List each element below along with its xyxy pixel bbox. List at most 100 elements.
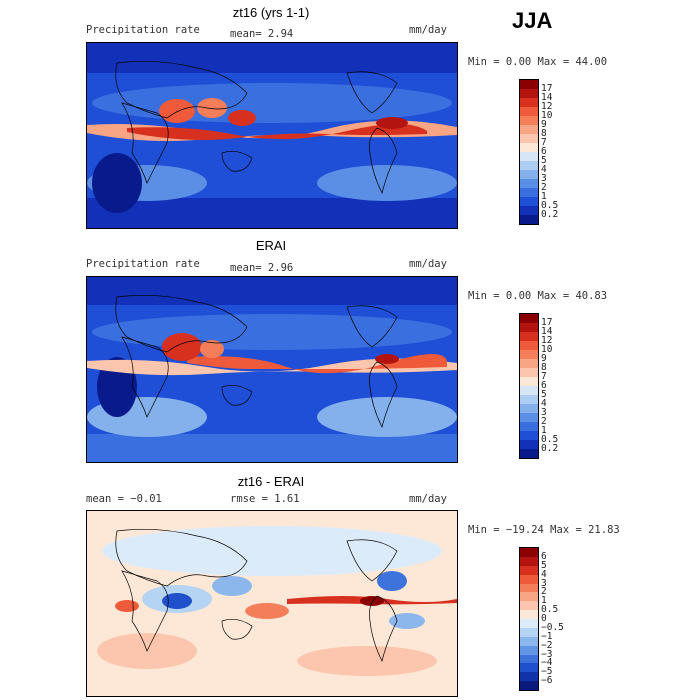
panel-1-minmax: Min = 0.00 Max = 44.00 [468, 56, 608, 68]
colorbar-swatch [520, 601, 538, 611]
colorbar-swatch [520, 645, 538, 655]
colorbar-swatch [520, 610, 538, 619]
colorbar-swatch [520, 161, 538, 170]
colorbar-swatch [520, 134, 538, 143]
colorbar-tick-label: 4 [541, 164, 547, 175]
colorbar-tick-label: 12 [541, 101, 553, 112]
colorbar-swatch [520, 116, 538, 125]
colorbar-swatch [520, 323, 538, 332]
colorbar-tick-label: −1 [541, 630, 553, 642]
colorbar-swatch [520, 152, 538, 161]
colorbar-swatch [520, 80, 538, 89]
colorbar-swatch [520, 583, 538, 593]
panel-3-colorbar [519, 547, 539, 691]
colorbar-swatch [520, 440, 538, 449]
panel-1-colorbar [519, 79, 539, 225]
colorbar-tick-label: 7 [541, 371, 547, 382]
panel-2-units: mm/day [409, 258, 447, 270]
colorbar-tick-label: 3 [541, 407, 547, 418]
season-label: JJA [512, 8, 553, 33]
panel-1-map [86, 42, 458, 229]
colorbar-swatch [520, 619, 538, 628]
colorbar-tick-label: −0.5 [541, 621, 564, 633]
panel-2-mean: mean= 2.96 [230, 262, 294, 274]
colorbar-tick-label: 1 [541, 425, 547, 436]
panel-1-title: zt16 (yrs 1-1) [232, 5, 310, 20]
colorbar-tick-label: 4 [541, 398, 547, 409]
panel-3-rmse: rmse = 1.61 [230, 493, 300, 505]
colorbar-tick-label: 10 [541, 110, 553, 121]
colorbar-swatch [520, 98, 538, 107]
colorbar-swatch [520, 341, 538, 350]
colorbar-tick-label: 0.5 [541, 200, 559, 211]
panel-3-mean: mean = −0.01 [86, 493, 162, 505]
colorbar-swatch [520, 350, 538, 359]
colorbar-tick-label: 0.2 [541, 443, 559, 454]
panel-3-map [86, 510, 458, 697]
colorbar-tick-label: 0 [541, 613, 547, 624]
colorbar-swatch [520, 627, 538, 637]
colorbar-tick-label: 7 [541, 137, 547, 148]
colorbar-swatch [520, 654, 538, 664]
colorbar-swatch [520, 197, 538, 206]
colorbar-swatch [520, 386, 538, 395]
colorbar-tick-label: 8 [541, 362, 547, 373]
colorbar-tick-label: −4 [541, 657, 553, 669]
colorbar-swatch [520, 672, 538, 682]
colorbar-swatch [520, 431, 538, 440]
panel-1-variable-label: Precipitation rate [86, 24, 200, 36]
colorbar-tick-label: 12 [541, 335, 553, 346]
colorbar-tick-label: 14 [541, 326, 553, 337]
panel-3-title: zt16 - ERAI [237, 474, 305, 489]
colorbar-tick-label: 1 [541, 191, 547, 202]
colorbar-tick-label: 2 [541, 416, 547, 427]
panel-2-variable-label: Precipitation rate [86, 258, 200, 270]
colorbar-tick-label: −6 [541, 675, 553, 687]
colorbar-swatch [520, 422, 538, 431]
colorbar-swatch [520, 314, 538, 323]
colorbar-tick-label: 3 [541, 173, 547, 184]
panel-2-title: ERAI [255, 238, 287, 253]
colorbar-tick-label: 2 [541, 182, 547, 193]
colorbar-swatch [520, 574, 538, 584]
colorbar-tick-label: 6 [541, 146, 547, 157]
colorbar-tick-label: 1 [541, 595, 547, 607]
colorbar-tick-label: 4 [541, 568, 547, 580]
colorbar-swatch [520, 395, 538, 404]
colorbar-swatch [520, 681, 538, 690]
colorbar-tick-label: 5 [541, 389, 547, 400]
colorbar-tick-label: 0.5 [541, 434, 559, 445]
colorbar-swatch [520, 636, 538, 646]
colorbar-swatch [520, 413, 538, 422]
colorbar-tick-label: 17 [541, 317, 553, 328]
colorbar-swatch [520, 449, 538, 458]
colorbar-tick-label: 9 [541, 353, 547, 364]
colorbar-swatch [520, 592, 538, 602]
colorbar-tick-label: 17 [541, 83, 553, 94]
colorbar-tick-label: −2 [541, 639, 553, 651]
panel-3-units: mm/day [409, 493, 447, 505]
colorbar-swatch [520, 404, 538, 413]
colorbar-swatch [520, 107, 538, 116]
colorbar-swatch [520, 359, 538, 368]
colorbar-swatch [520, 125, 538, 134]
colorbar-swatch [520, 170, 538, 179]
colorbar-tick-label: 2 [541, 586, 547, 598]
colorbar-tick-label: 0.2 [541, 209, 559, 220]
colorbar-tick-label: 8 [541, 128, 547, 139]
panel-1-units: mm/day [409, 24, 447, 36]
colorbar-tick-label: 10 [541, 344, 553, 355]
colorbar-swatch [520, 377, 538, 386]
colorbar-swatch [520, 179, 538, 188]
colorbar-swatch [520, 143, 538, 152]
colorbar-swatch [520, 206, 538, 215]
panel-3-minmax: Min = −19.24 Max = 21.83 [468, 524, 620, 536]
colorbar-tick-label: 6 [541, 550, 547, 562]
colorbar-tick-label: 3 [541, 577, 547, 589]
colorbar-tick-label: −5 [541, 666, 553, 678]
colorbar-swatch [520, 548, 538, 557]
colorbar-tick-label: 0.5 [541, 604, 559, 616]
colorbar-tick-label: −3 [541, 648, 553, 660]
colorbar-swatch [520, 332, 538, 341]
colorbar-swatch [520, 565, 538, 575]
